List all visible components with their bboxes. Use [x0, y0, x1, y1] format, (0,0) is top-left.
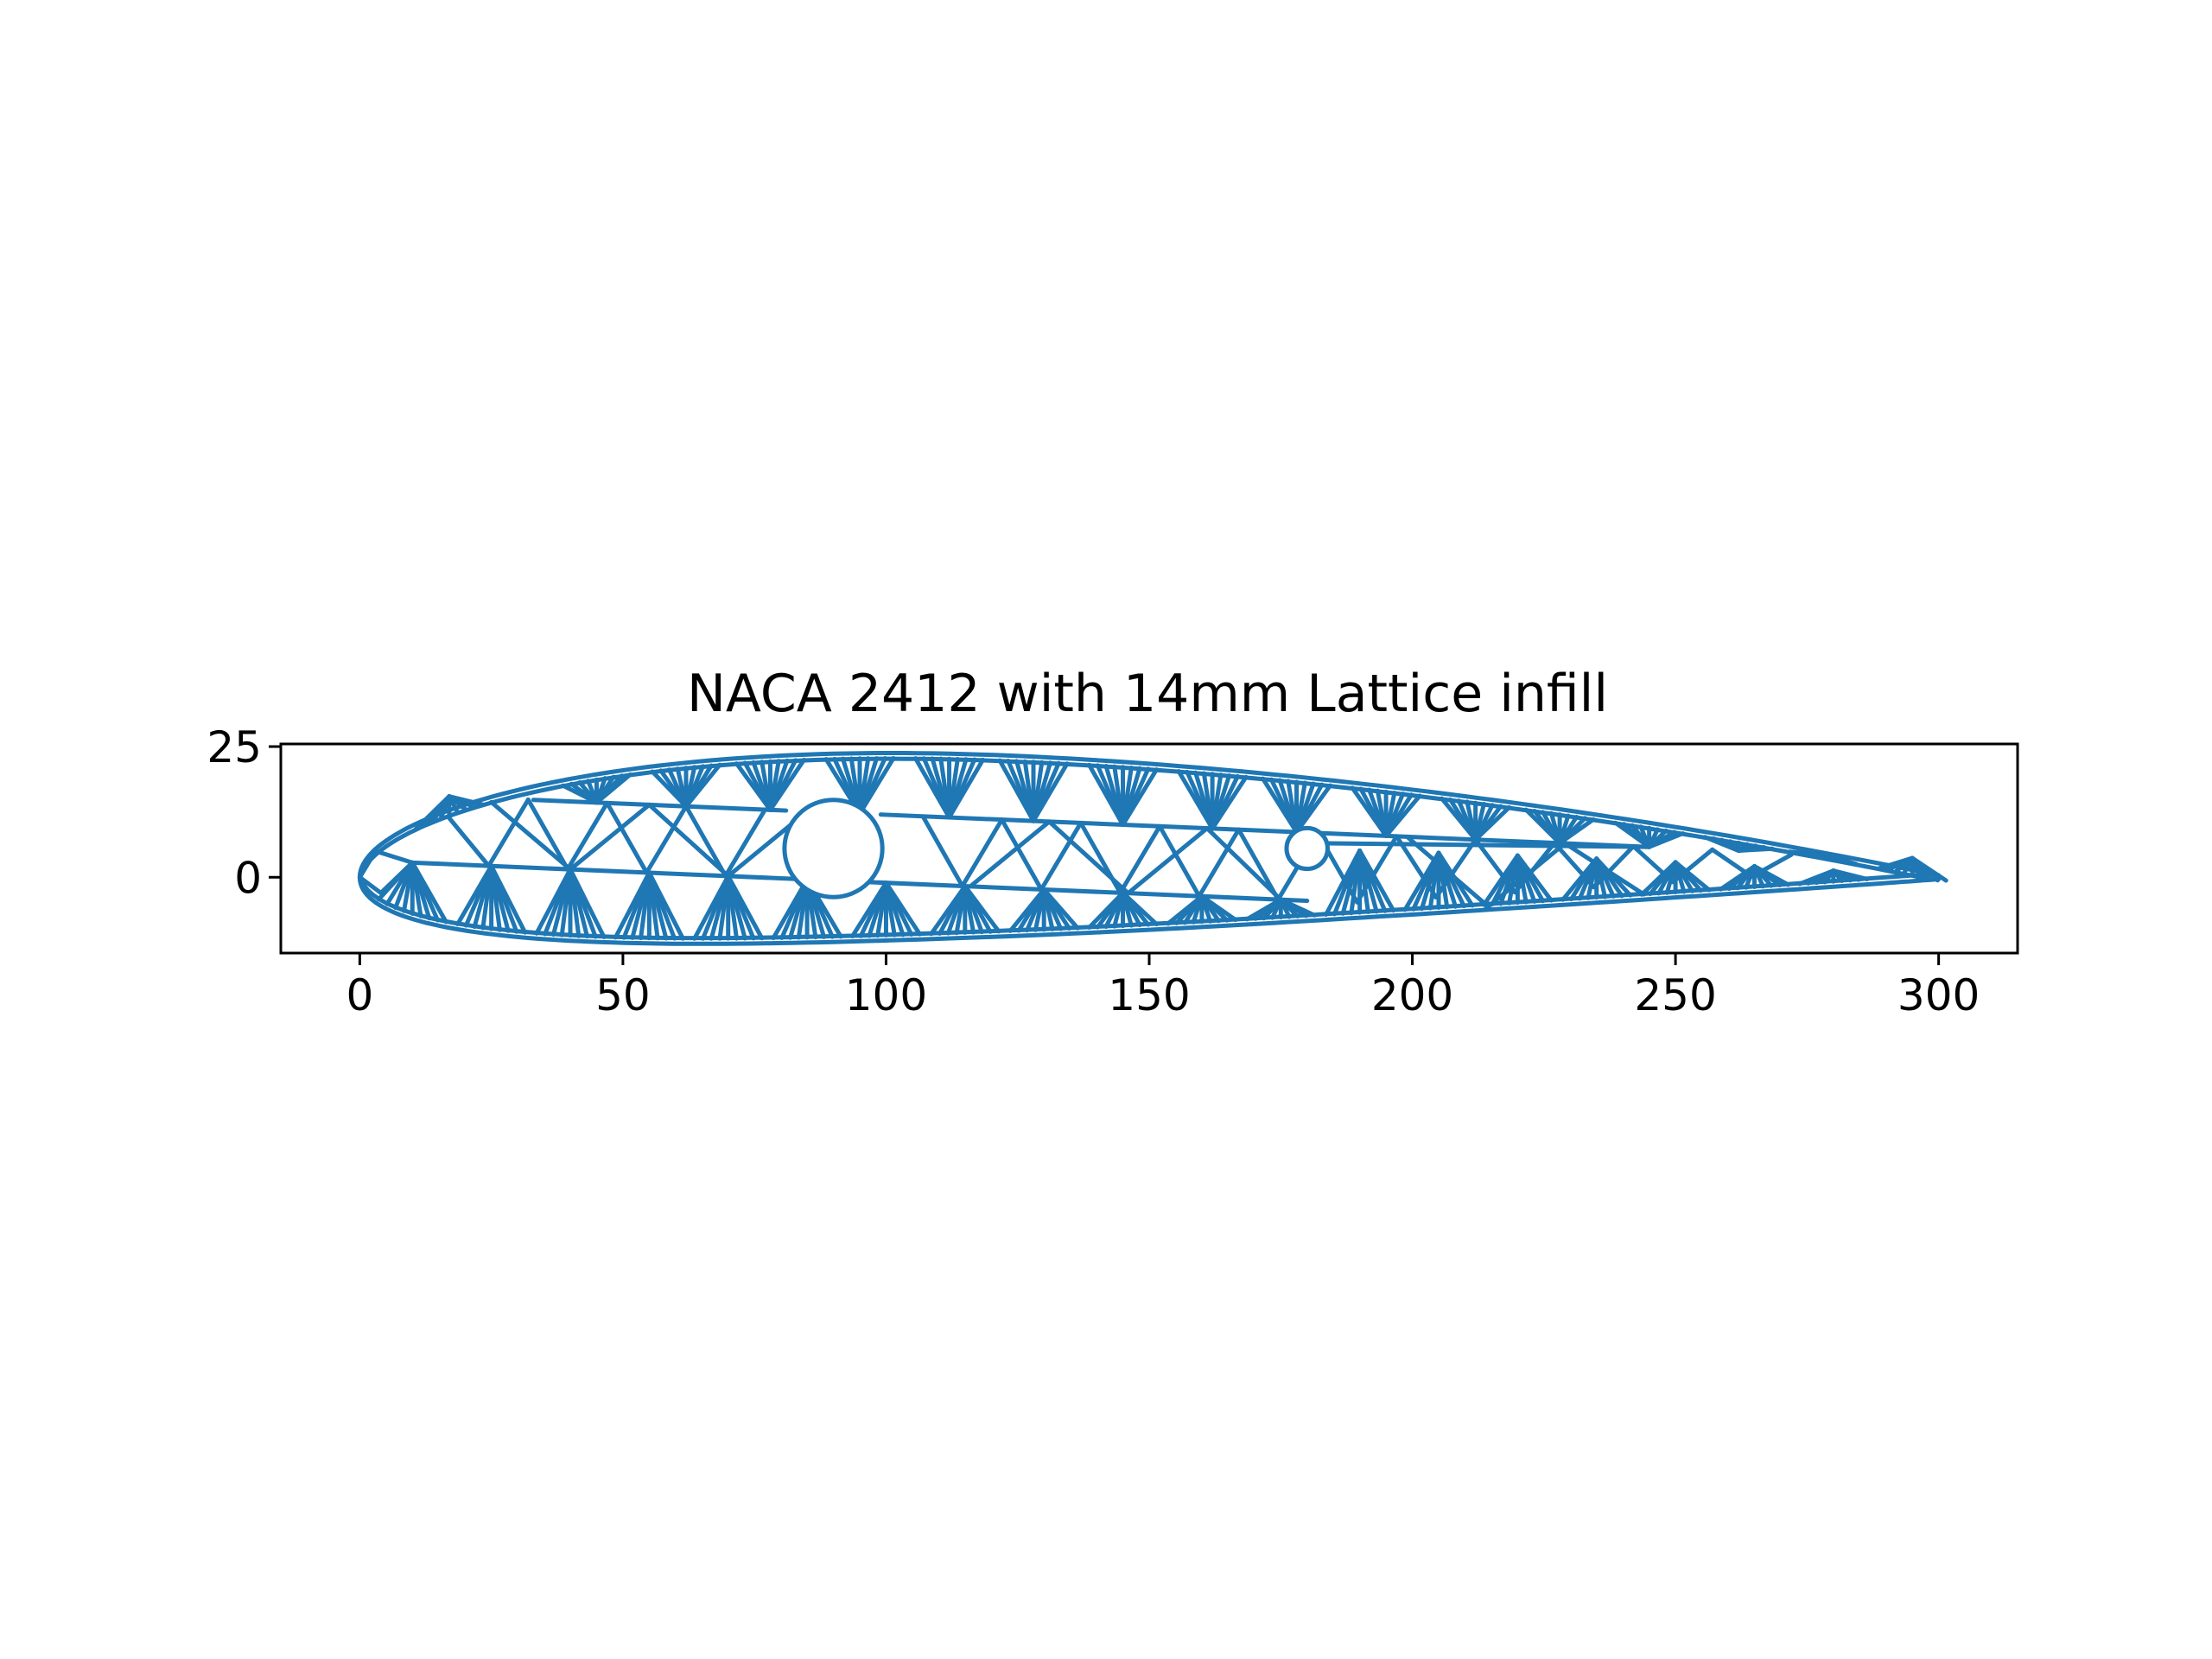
lattice-diagonal: [447, 816, 492, 868]
lattice-diagonal: [723, 807, 767, 879]
x-tick-label: 300: [1897, 970, 1980, 1020]
lattice-strut: [357, 874, 384, 895]
lattice-diagonal: [1236, 827, 1281, 902]
lattice-diagonal: [1039, 820, 1084, 892]
lattice-fan-strut: [1673, 860, 1712, 893]
lattice-fan-strut: [726, 874, 765, 941]
lattice-fan-strut: [1121, 890, 1160, 927]
lattice-diagonal: [1562, 841, 1647, 897]
lattice-fan-strut: [1278, 897, 1317, 918]
lattice-diagonal: [968, 819, 1052, 889]
lattice-diagonal: [1710, 847, 1754, 880]
lattice-diagonal: [1394, 834, 1439, 900]
airfoil-lattice: [357, 751, 1948, 946]
lattice-rail: [531, 798, 789, 813]
x-tick-label: 250: [1634, 970, 1716, 1020]
lattice-diagonal: [1749, 852, 1794, 880]
lattice-diagonal: [1157, 823, 1202, 899]
y-tick-label: 0: [234, 853, 262, 903]
lattice-diagonal: [920, 814, 965, 888]
lattice-fan-strut: [1294, 783, 1333, 835]
lattice-fan-strut: [1031, 761, 1070, 823]
lattice-strut: [373, 849, 415, 865]
lattice-fan-strut: [1041, 887, 1080, 931]
y-tick-label: 25: [207, 722, 262, 772]
lattice-diagonal: [568, 802, 652, 872]
lattice-fan-strut: [767, 757, 806, 812]
lattice-diagonal: [1118, 823, 1162, 895]
lattice-diagonal: [1355, 834, 1399, 905]
lattice-diagonal: [1078, 820, 1122, 895]
lattice-diagonal: [1205, 826, 1283, 902]
lattice-diagonal: [486, 797, 531, 868]
lattice-fan-strut: [1647, 831, 1686, 849]
lattice-fan-strut: [1751, 864, 1790, 887]
lattice-diagonal: [646, 802, 731, 879]
lattice-diagonal: [1592, 843, 1636, 890]
lattice-fan-strut: [568, 867, 607, 939]
lattice-fan-strut: [1199, 893, 1238, 923]
lattice-fan-strut: [1831, 868, 1870, 881]
lattice-diagonal: [565, 800, 610, 872]
large-hole: [782, 798, 885, 899]
lattice-diagonal: [1630, 843, 1675, 885]
lattice-fan-strut: [883, 880, 922, 937]
lattice-fan-strut: [1121, 767, 1160, 828]
lattice-strut: [378, 860, 415, 895]
lattice-diagonal: [605, 800, 649, 875]
airfoil-inner-skin: [359, 756, 1926, 941]
lattice-fan-strut: [410, 860, 448, 925]
lattice-diagonal: [1670, 847, 1715, 885]
lattice-diagonal: [1473, 837, 1517, 895]
lattice-diagonal: [1126, 826, 1210, 896]
lattice-fan-strut: [1736, 846, 1775, 854]
lattice-diagonal: [1552, 841, 1597, 890]
x-tick-label: 200: [1371, 970, 1453, 1020]
lattice-fan-strut: [594, 772, 632, 805]
lattice-fan-strut: [857, 756, 896, 817]
x-tick-label: 150: [1108, 970, 1190, 1020]
lattice-diagonal: [1512, 841, 1557, 895]
x-tick-label: 100: [845, 970, 927, 1020]
lattice-diagonal: [960, 817, 1004, 888]
lattice-rail: [1325, 841, 1652, 849]
lattice-fan-strut: [1357, 848, 1396, 913]
lattice-fan-strut: [1557, 817, 1596, 846]
lattice-fan-strut: [447, 794, 486, 807]
lattice-fan-strut: [947, 757, 986, 820]
lattice-strut: [357, 849, 378, 880]
lattice-fan-strut: [1473, 804, 1512, 842]
y-axis: 0 25: [207, 722, 281, 903]
lattice-fan-strut: [963, 884, 1001, 934]
plot-area: [357, 751, 1948, 946]
x-tick-label: 50: [595, 970, 651, 1020]
x-axis: 0 50 100 150 200 250 300: [346, 953, 1980, 1020]
lattice-diagonal: [1197, 827, 1242, 899]
lattice-diagonal: [489, 799, 573, 872]
lattice-fan-strut: [1821, 852, 1859, 867]
lattice-fan-strut: [1383, 793, 1422, 838]
lattice-diagonal: [1404, 834, 1489, 907]
small-hole: [1284, 825, 1330, 872]
lattice-diagonal: [525, 797, 570, 872]
x-tick-label: 0: [346, 970, 373, 1020]
chart-title: NACA 2412 with 14mm Lattice infill: [687, 664, 1608, 724]
lattice-fan-strut: [1515, 853, 1554, 903]
lattice-diagonal: [644, 804, 689, 875]
lattice-fan-strut: [1210, 774, 1249, 831]
lattice-rail: [878, 812, 1652, 849]
lattice-fan-strut: [683, 762, 722, 809]
lattice-fan-strut: [489, 863, 528, 935]
lattice-diagonal: [1433, 837, 1478, 900]
lattice-diagonal: [683, 804, 728, 879]
lattice-fan-strut: [1910, 855, 1948, 883]
lattice-fan-strut: [646, 870, 685, 941]
lattice-diagonal: [999, 817, 1044, 892]
